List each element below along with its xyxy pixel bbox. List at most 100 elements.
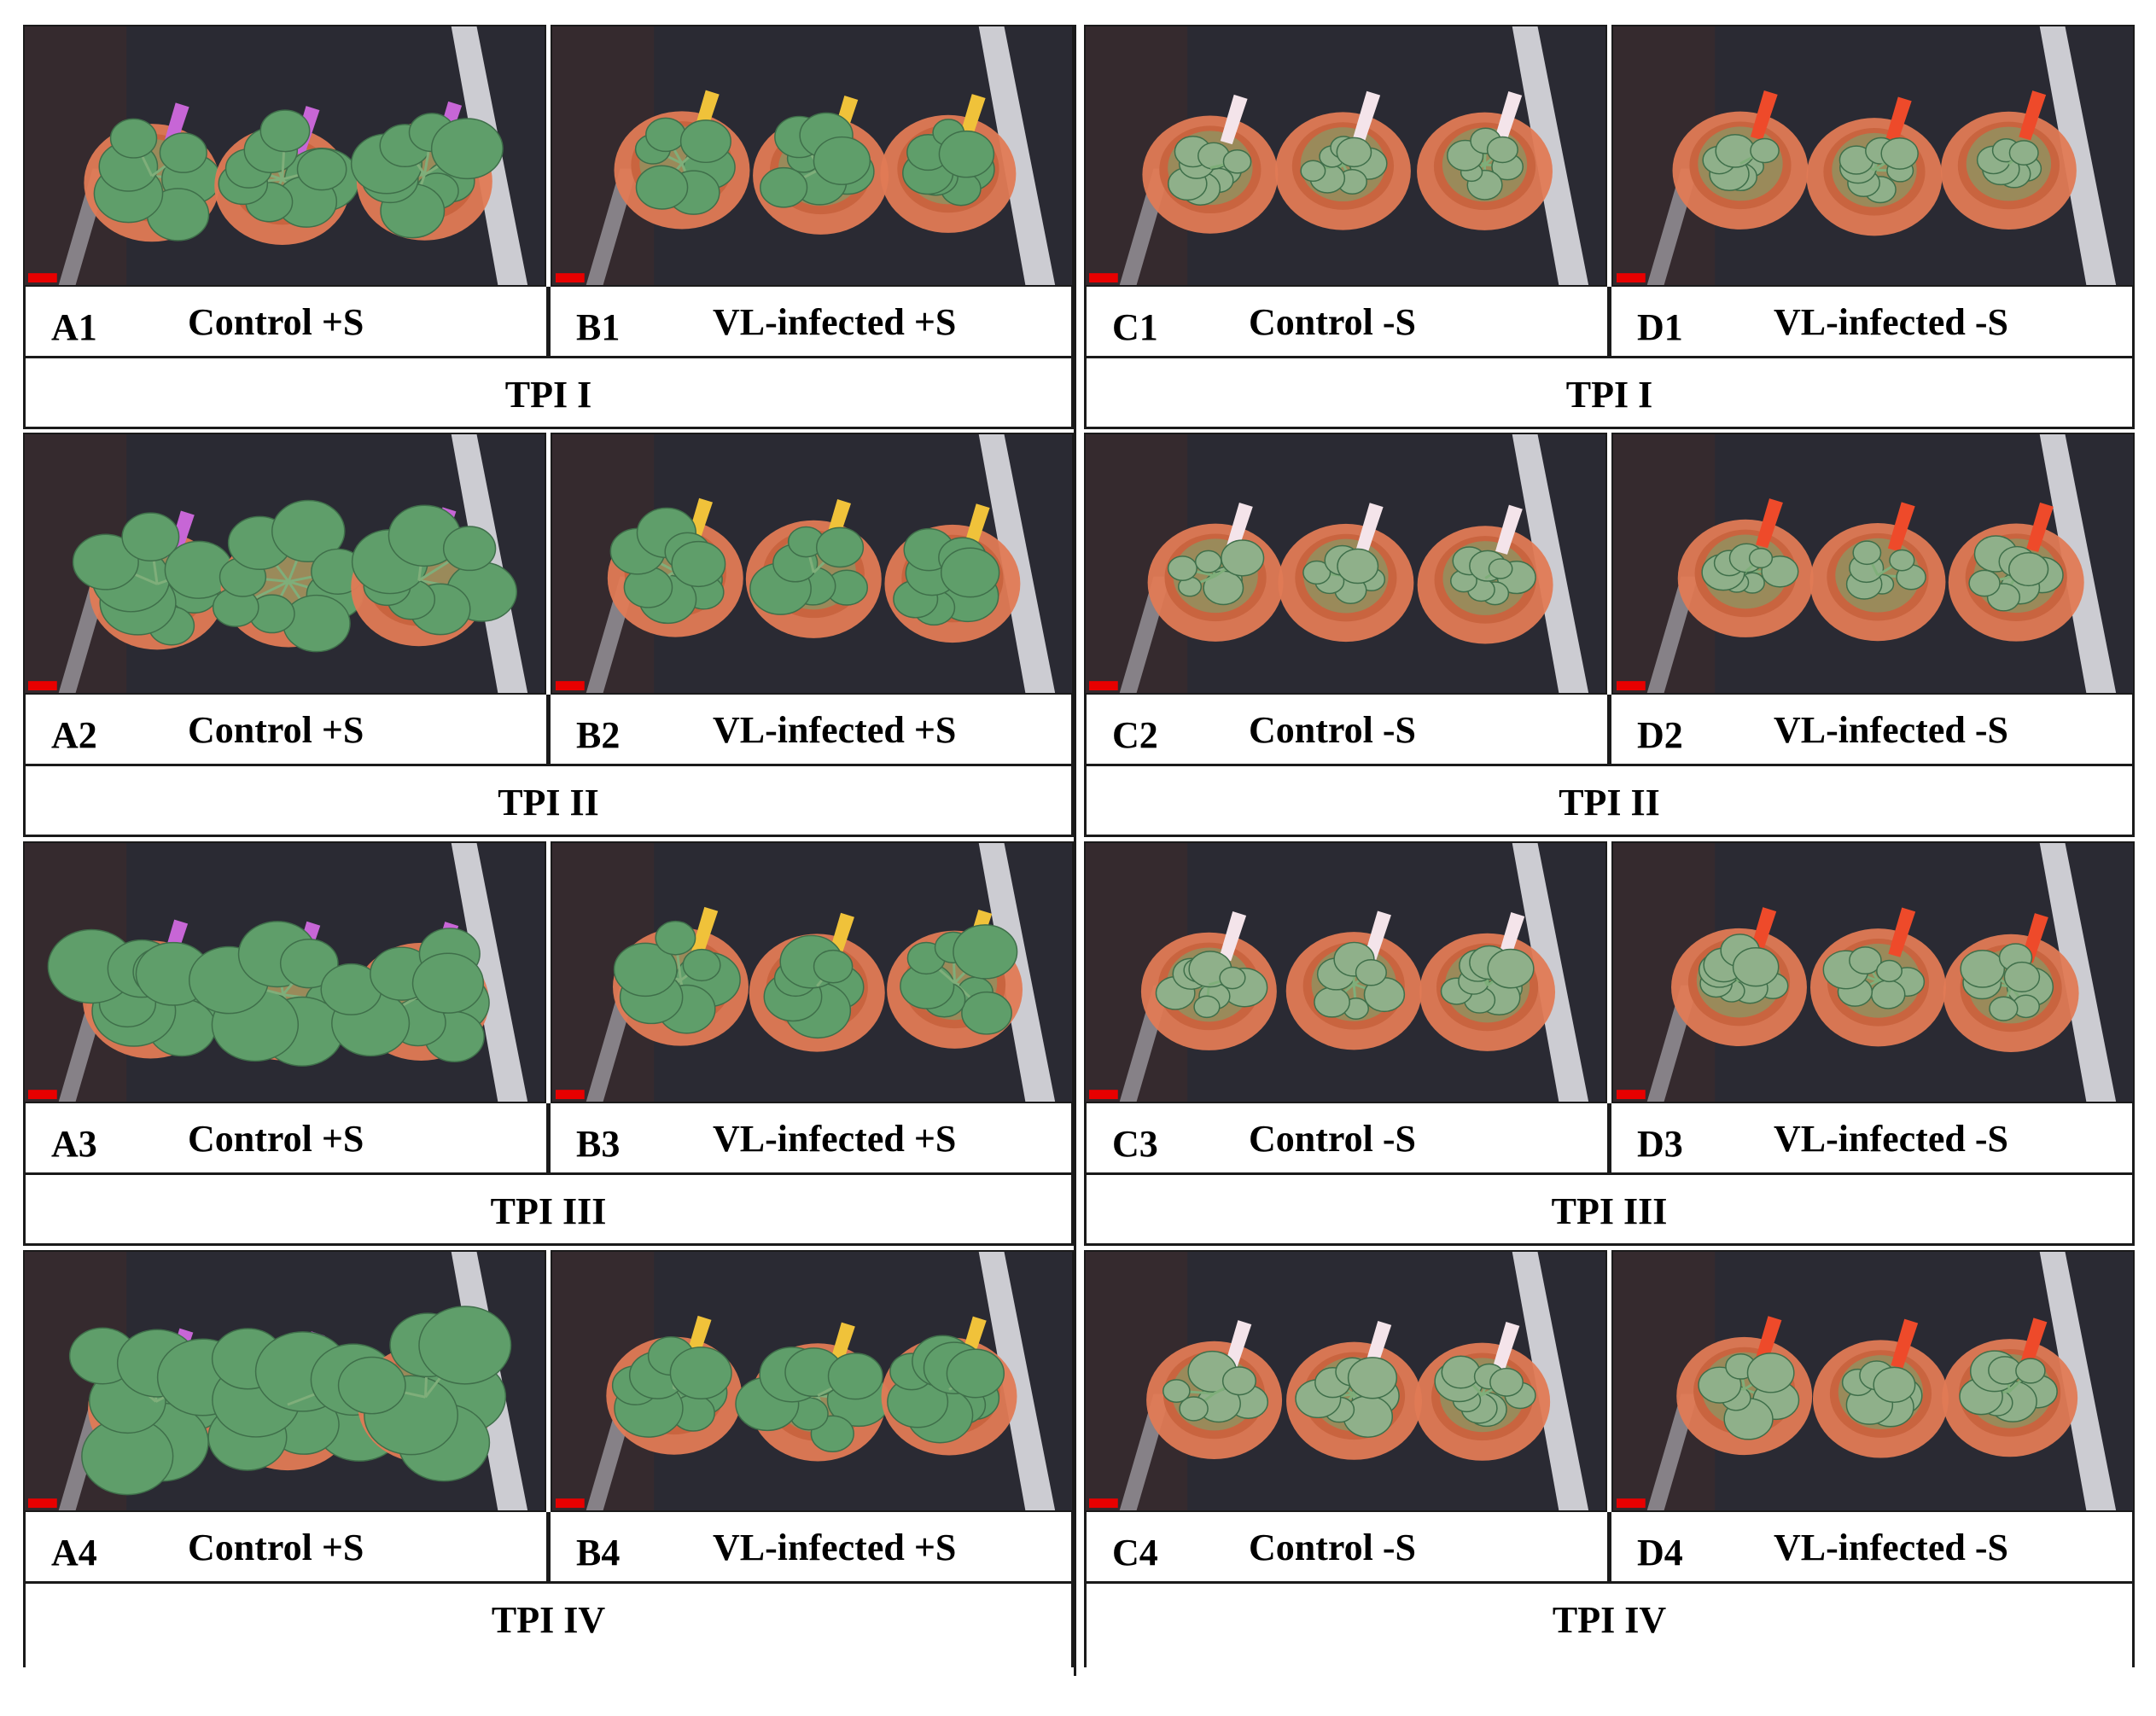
- panel-code: A3: [51, 1123, 97, 1165]
- leaf: [760, 166, 808, 208]
- tpi-label: TPI IV: [1084, 1584, 2135, 1667]
- plant-tag: [1364, 910, 1391, 961]
- leaf: [1337, 548, 1379, 585]
- plant-tag: [1226, 502, 1253, 553]
- panel-label: C2 Control -S: [1084, 695, 1610, 766]
- panel-label: A4 Control +S: [23, 1512, 549, 1584]
- panel-code: A2: [51, 714, 97, 756]
- light-stripe: [978, 1252, 1056, 1510]
- leaf: [682, 948, 721, 982]
- leaf: [1193, 995, 1221, 1019]
- plant-photo-svg: [25, 843, 545, 1102]
- panel-code: B2: [576, 714, 621, 756]
- leaf: [1167, 556, 1197, 582]
- panel-code: C4: [1112, 1532, 1158, 1573]
- half-plus-s: A1 Control +S B1 VL-infected +S TPI I A2 Co…: [23, 25, 1074, 1676]
- leaf: [1487, 948, 1535, 989]
- leaf: [1314, 986, 1350, 1018]
- photo: [1084, 25, 1607, 287]
- leaf: [1489, 1367, 1524, 1397]
- scale-bar: [1088, 1498, 1118, 1509]
- plant-tag: [1888, 907, 1916, 957]
- panel-text: VL-infected +S: [713, 1527, 957, 1568]
- leaf: [815, 526, 865, 568]
- panel-code: A4: [51, 1532, 97, 1573]
- leaf: [109, 118, 158, 159]
- leaf: [1732, 947, 1780, 987]
- plant-tag: [1891, 1318, 1919, 1369]
- leaf: [1880, 137, 1919, 170]
- plant-photo-svg: [552, 843, 1072, 1102]
- photo: [23, 841, 546, 1103]
- tpi-label: TPI I: [23, 358, 1074, 429]
- plant-photo-svg: [1613, 434, 2133, 693]
- panel-code: C3: [1112, 1123, 1158, 1165]
- light-stripe: [2039, 843, 2117, 1102]
- panel-text: VL-infected -S: [1774, 1118, 2008, 1160]
- leaf: [1203, 570, 1244, 606]
- plant-tag: [2019, 1318, 2048, 1368]
- leaf: [1441, 1355, 1481, 1389]
- leaf: [645, 117, 686, 153]
- light-stripe: [1512, 434, 1589, 693]
- leaf: [337, 1356, 406, 1415]
- plant-tag: [1756, 498, 1783, 549]
- leaf: [813, 949, 854, 984]
- plant-photo-svg: [1086, 1252, 1605, 1510]
- photo: [551, 433, 1074, 695]
- photo: [1611, 25, 2135, 287]
- panel-label: C3 Control -S: [1084, 1103, 1610, 1175]
- panel-code: C2: [1112, 714, 1158, 756]
- leaf: [1715, 133, 1756, 168]
- scale-bar: [27, 681, 57, 691]
- leaf: [938, 130, 995, 178]
- scale-bar: [1616, 681, 1646, 691]
- scale-bar: [1088, 1090, 1118, 1100]
- row-2: C2 Control -S D2 VL-infected -S TPI II: [1084, 433, 2135, 842]
- leaf: [1162, 1379, 1191, 1403]
- panel-code: D3: [1637, 1123, 1683, 1165]
- leaf: [1960, 950, 2006, 988]
- panel-text: VL-infected +S: [713, 301, 957, 343]
- scale-bar: [555, 1090, 585, 1100]
- panel-label: D1 VL-infected -S: [1609, 287, 2135, 358]
- leaf: [1989, 996, 2019, 1021]
- leaf: [282, 594, 351, 653]
- tpi-label: TPI I: [1084, 358, 2135, 429]
- plant-photo-svg: [25, 1252, 545, 1510]
- leaf: [1194, 550, 1222, 573]
- leaf: [1968, 569, 2001, 597]
- scale-bar: [1616, 1498, 1646, 1509]
- plant-photo-svg: [1086, 26, 1605, 285]
- leaf: [418, 1306, 512, 1385]
- tpi-label: TPI III: [1084, 1175, 2135, 1246]
- leaf: [259, 109, 311, 153]
- leaf: [827, 1352, 883, 1400]
- leaf: [953, 924, 1018, 980]
- plant-photo-svg: [1613, 26, 2133, 285]
- leaf: [1222, 149, 1252, 174]
- panel-text: Control -S: [1249, 709, 1416, 751]
- light-stripe: [1512, 1252, 1589, 1510]
- panel-label: A3 Control +S: [23, 1103, 549, 1175]
- scale-bar: [27, 273, 57, 283]
- panel-code: D1: [1637, 306, 1683, 348]
- panel-code: C1: [1112, 306, 1158, 348]
- photo: [551, 1250, 1074, 1512]
- row-2: A2 Control +S B2 VL-infected +S TPI II: [23, 433, 1074, 842]
- plant-photo-svg: [25, 26, 545, 285]
- leaf: [1852, 540, 1882, 566]
- row-4: C4 Control -S D4 VL-infected -S TPI IV: [1084, 1250, 2135, 1667]
- leaf: [961, 991, 1012, 1035]
- leaf: [1873, 1366, 1916, 1404]
- plant-tag: [1220, 94, 1248, 145]
- plant-tag: [1355, 503, 1384, 553]
- panel-text: Control +S: [188, 301, 364, 343]
- scale-bar: [555, 681, 585, 691]
- scale-bar: [1088, 681, 1118, 691]
- photo: [1084, 433, 1607, 695]
- scale-bar: [27, 1498, 57, 1509]
- plant-photo-svg: [1613, 1252, 2133, 1510]
- panel-text: VL-infected -S: [1774, 301, 2008, 343]
- leaf: [1750, 137, 1780, 164]
